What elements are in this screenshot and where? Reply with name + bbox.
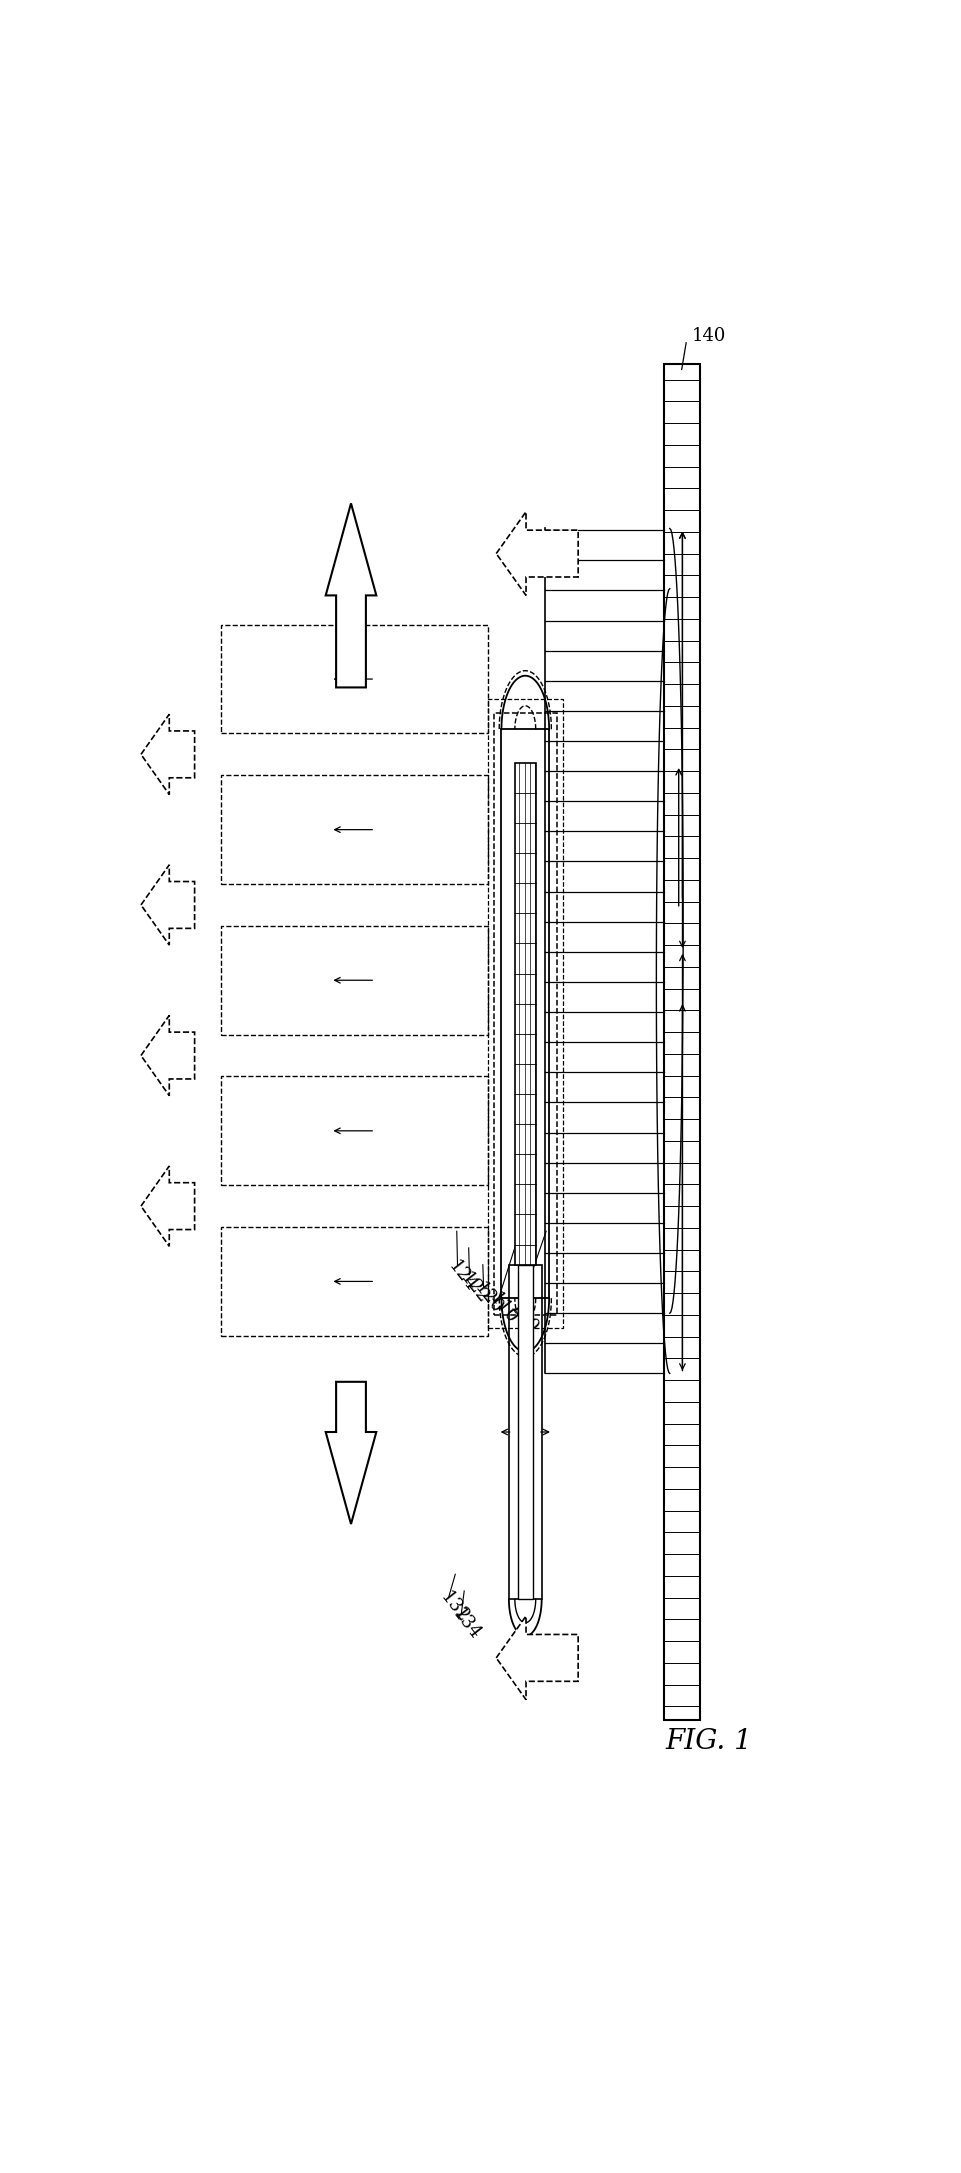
Bar <box>664 365 700 1719</box>
Bar <box>515 763 535 1265</box>
FancyArrow shape <box>141 865 195 945</box>
Text: 122: 122 <box>456 1269 491 1308</box>
FancyArrow shape <box>496 1617 579 1699</box>
Text: 132: 132 <box>436 1588 472 1628</box>
Bar <box>221 926 488 1034</box>
Text: 120: 120 <box>470 1280 505 1317</box>
Bar <box>221 1076 488 1184</box>
FancyArrow shape <box>141 715 195 795</box>
FancyArrow shape <box>141 1015 195 1095</box>
Text: FIG. 1: FIG. 1 <box>665 1728 752 1756</box>
Bar <box>221 1228 488 1336</box>
Bar <box>494 713 556 1315</box>
Bar <box>221 776 488 884</box>
Bar <box>509 1265 542 1599</box>
Bar <box>518 1265 532 1599</box>
Bar <box>502 730 549 1297</box>
Bar <box>221 624 488 734</box>
FancyArrow shape <box>496 513 579 595</box>
Bar <box>488 700 562 1328</box>
Text: 140: 140 <box>692 328 727 346</box>
FancyArrow shape <box>326 1382 377 1523</box>
Text: 134: 134 <box>449 1606 484 1643</box>
FancyArrow shape <box>326 504 377 687</box>
Text: 130: 130 <box>506 1299 541 1336</box>
FancyArrow shape <box>141 1167 195 1247</box>
Text: 124: 124 <box>445 1258 480 1295</box>
Text: 110: 110 <box>486 1289 522 1328</box>
